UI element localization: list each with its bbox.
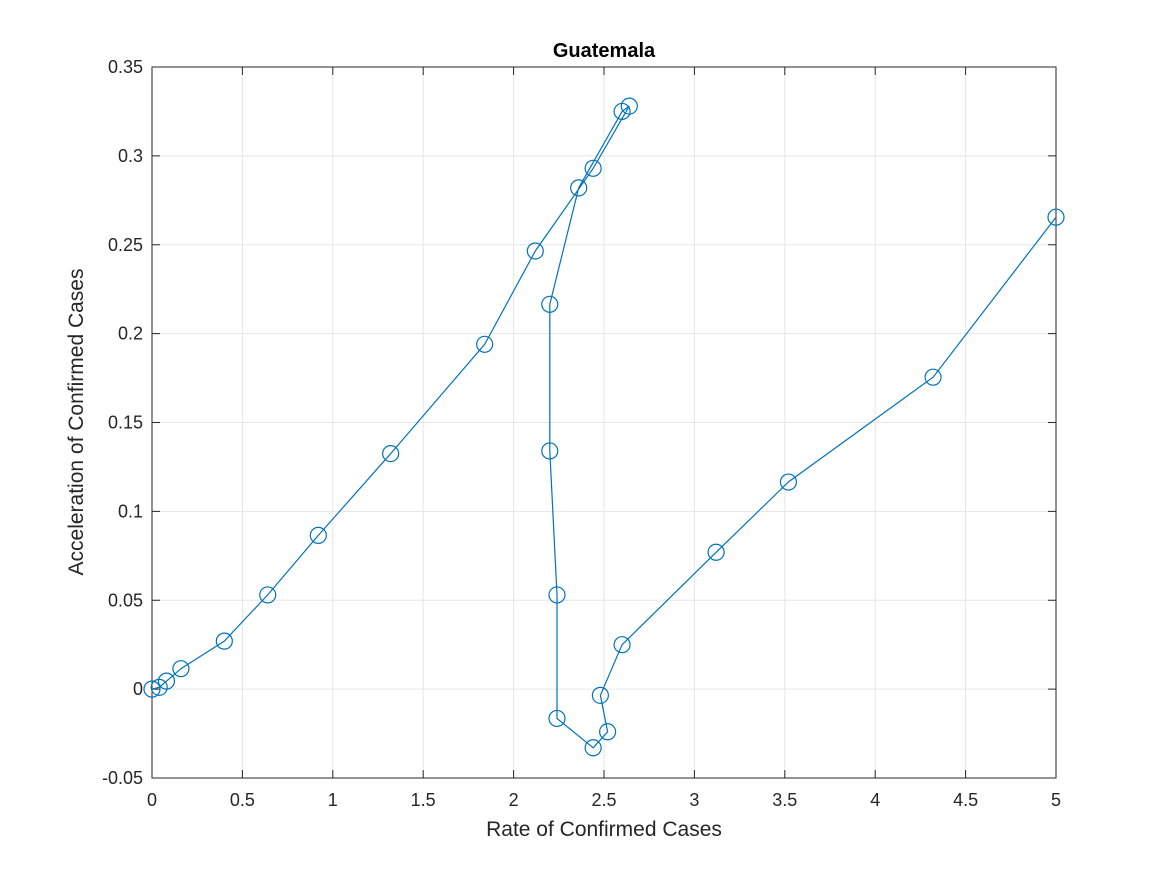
data-point-marker: [924, 368, 942, 386]
data-point-marker: [215, 632, 233, 650]
data-point-marker: [779, 473, 798, 491]
data-point-marker: [613, 636, 631, 654]
x-tick-label: 5: [1051, 790, 1061, 810]
data-point-marker: [1047, 208, 1065, 226]
data-point-marker: [570, 179, 588, 197]
y-tick-label: 0.25: [108, 235, 143, 255]
y-tick-label: 0.35: [108, 57, 143, 77]
data-point-marker: [476, 335, 494, 353]
y-tick-label: 0: [133, 679, 143, 699]
data-point-marker: [591, 686, 609, 704]
data-point-marker: [541, 442, 559, 460]
data-point-marker: [548, 709, 566, 728]
chart-title: Guatemala: [553, 40, 656, 62]
data-point-marker: [548, 586, 566, 604]
data-point-marker: [526, 242, 544, 260]
y-tick-label: 0.1: [118, 501, 143, 521]
x-tick-label: 2.5: [591, 790, 616, 810]
data-point-marker: [584, 739, 602, 757]
x-tick-label: 0: [147, 790, 157, 810]
data-point-marker: [143, 680, 161, 698]
x-tick-label: 1: [328, 790, 338, 810]
y-tick-label: 0.2: [118, 324, 143, 344]
y-axis-label: Acceleration of Confirmed Cases: [65, 269, 88, 576]
data-point-marker: [613, 102, 631, 121]
data-point-marker: [541, 295, 559, 313]
data-point-marker: [707, 543, 725, 561]
data-point-marker: [157, 672, 176, 690]
x-tick-label: 0.5: [230, 790, 255, 810]
data-point-marker: [584, 159, 602, 177]
x-tick-label: 4: [870, 790, 880, 810]
data-point-marker: [382, 445, 400, 463]
x-tick-label: 2: [509, 790, 519, 810]
data-point-marker: [172, 660, 190, 678]
x-axis-label: Rate of Confirmed Cases: [486, 818, 722, 841]
y-tick-label: 0.15: [108, 413, 143, 433]
data-point-marker: [599, 723, 617, 741]
x-tick-label: 3.5: [772, 790, 797, 810]
data-point-marker: [259, 586, 277, 604]
x-tick-label: 4.5: [953, 790, 978, 810]
y-tick-label: 0.3: [118, 146, 143, 166]
series-layer: [143, 97, 1065, 757]
x-tick-label: 3: [689, 790, 699, 810]
y-tick-label: -0.05: [102, 768, 143, 788]
y-tick-label: 0.05: [108, 590, 143, 610]
axis-ticks: 0 0.5 1 1.5 2 2.5 3 3.5 4 4.5 5-0.0500.050.10.150.…: [102, 57, 1061, 810]
x-tick-label: 1.5: [411, 790, 436, 810]
series-line: [151, 105, 1057, 749]
data-point-marker: [309, 526, 327, 544]
